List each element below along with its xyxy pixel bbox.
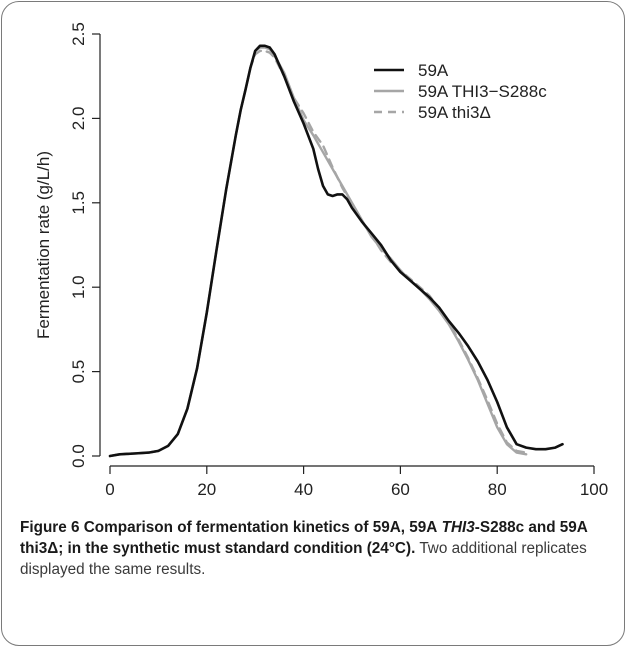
y-tick-label: 1.5 xyxy=(69,191,88,215)
y-tick-label: 0.5 xyxy=(69,360,88,384)
figure-label: Figure 6 xyxy=(20,519,80,536)
y-tick-label: 0.0 xyxy=(69,444,88,468)
legend-label-2: 59A thi3Δ xyxy=(418,103,491,122)
x-tick-label: 40 xyxy=(294,480,313,499)
legend-label-1: 59A THI3−S288c xyxy=(418,82,547,101)
fermentation-rate-chart: 0 20 40 60 80 100 0.0 0.5 1.0 1.5 2.0 2.5 Time (h) Fe… xyxy=(34,22,608,510)
figure-caption: Figure 6 Comparison of fermentation kine… xyxy=(20,517,610,580)
chart-series xyxy=(108,44,564,458)
y-axis-label: Fermentation rate (g/L/h) xyxy=(34,151,53,339)
legend-label-0: 59A xyxy=(418,61,449,80)
y-tick-label: 2.5 xyxy=(69,22,88,46)
y-tick-label: 1.0 xyxy=(69,275,88,299)
caption-gene-name: THI3 xyxy=(441,519,475,536)
caption-title-part2: -S288c and 59A thi3Δ; in the synthetic m… xyxy=(20,519,588,557)
x-axis-label: Time (h) xyxy=(321,508,384,510)
chart-axes: 0 20 40 60 80 100 0.0 0.5 1.0 1.5 2.0 2.5 Time (h) Fe… xyxy=(34,22,608,510)
caption-title-part1: Comparison of fermentation kinetics of 5… xyxy=(83,519,438,536)
x-tick-label: 100 xyxy=(580,480,608,499)
x-tick-label: 60 xyxy=(391,480,410,499)
x-tick-label: 0 xyxy=(105,480,114,499)
chart-legend: 59A 59A THI3−S288c 59A thi3Δ xyxy=(374,61,547,122)
series-line-0 xyxy=(108,44,564,458)
y-tick-label: 2.0 xyxy=(69,107,88,131)
x-tick-label: 80 xyxy=(488,480,507,499)
x-tick-label: 20 xyxy=(197,480,216,499)
caption-description: Two additional replicates displayed the … xyxy=(20,540,587,578)
